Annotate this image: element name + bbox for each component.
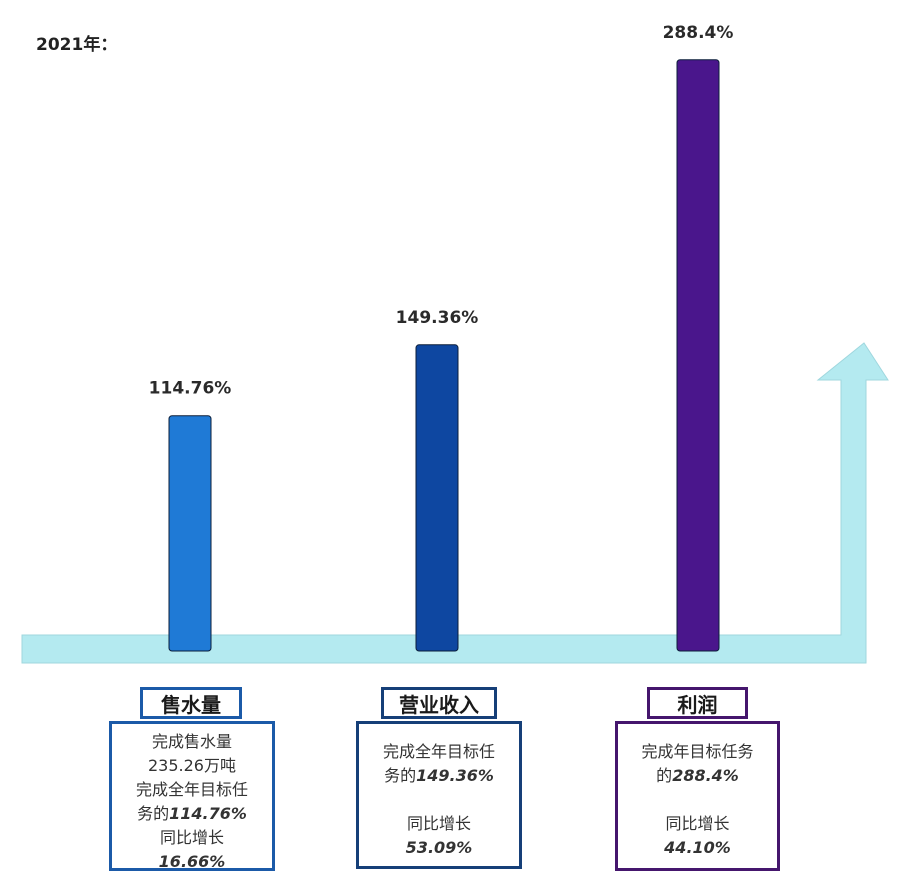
bar-value-label: 288.4% xyxy=(663,23,734,43)
card-title-text: 营业收入 xyxy=(399,692,479,717)
card-body-revenue: 完成全年目标任 务的149.36% 同比增长 53.09% xyxy=(356,721,522,869)
card-value: 16.66% xyxy=(158,852,226,871)
card-body-sales-volume: 完成售水量 235.26万吨 完成全年目标任 务的114.76% 同比增长 16… xyxy=(109,721,275,871)
bar-0 xyxy=(168,415,212,652)
growth-arrow-icon xyxy=(21,342,889,664)
card-text-line: 务的149.36% xyxy=(384,766,494,785)
bar-1 xyxy=(415,344,459,652)
year-label: 2021年： xyxy=(36,35,118,55)
card-text-line: 完成全年目标任 xyxy=(135,780,248,799)
card-value: 288.4% xyxy=(672,766,739,785)
card-value: 53.09% xyxy=(405,838,473,857)
card-text-line: 完成售水量 xyxy=(151,732,232,751)
card-title-profit: 利润 xyxy=(647,687,748,719)
card-text-line: 同比增长 xyxy=(665,814,730,833)
card-text-line: 同比增长 xyxy=(159,828,224,847)
card-text-line: 务的114.76% xyxy=(137,804,247,823)
card-value: 114.76% xyxy=(169,804,247,823)
bar-2 xyxy=(676,59,720,652)
card-title-sales-volume: 售水量 xyxy=(140,687,242,719)
card-body-profit: 完成年目标任务 的288.4% 同比增长 44.10% xyxy=(615,721,780,871)
card-value: 44.10% xyxy=(664,838,731,857)
bar-value-label: 149.36% xyxy=(396,308,479,328)
card-text-line: 235.26万吨 xyxy=(148,756,236,775)
card-text-line: 完成全年目标任 xyxy=(382,742,495,761)
card-text-line: 完成年目标任务 xyxy=(641,742,754,761)
bar-value-label: 114.76% xyxy=(149,379,232,399)
card-title-text: 售水量 xyxy=(161,692,221,717)
card-value: 149.36% xyxy=(416,766,494,785)
bar-chart: 114.76% 149.36% 288.4% xyxy=(21,23,889,664)
card-text-line: 的288.4% xyxy=(656,766,739,785)
card-title-text: 利润 xyxy=(677,692,718,717)
card-title-revenue: 营业收入 xyxy=(381,687,497,719)
card-text-line: 同比增长 xyxy=(406,814,471,833)
